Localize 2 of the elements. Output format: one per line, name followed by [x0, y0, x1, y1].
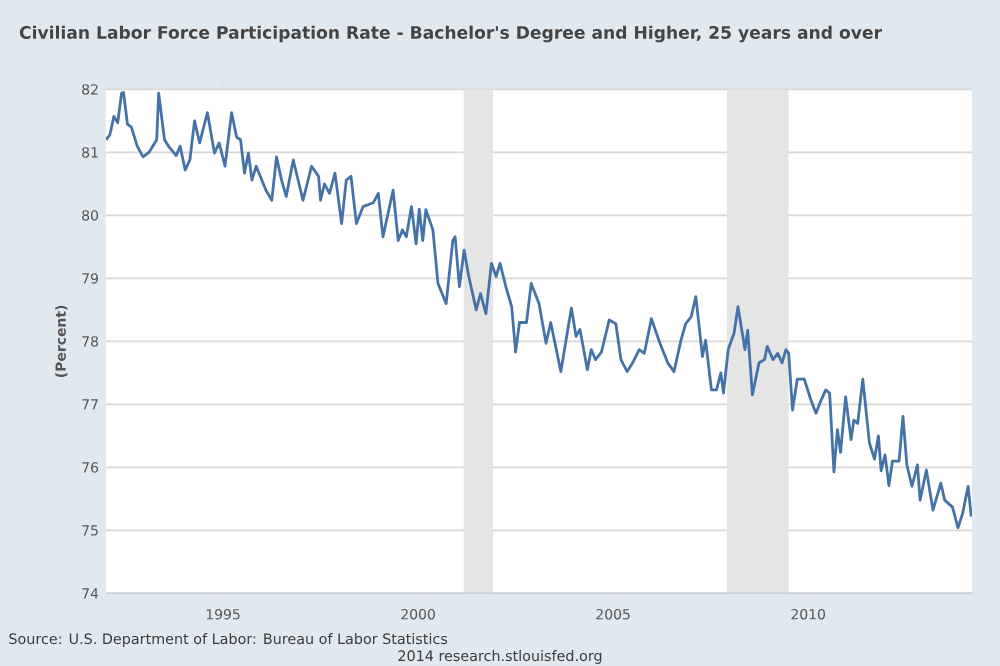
line-series — [106, 91, 973, 530]
chart-title: Civilian Labor Force Participation Rate - Bachelor's Degree and Higher, 25 years and over — [19, 25, 882, 43]
